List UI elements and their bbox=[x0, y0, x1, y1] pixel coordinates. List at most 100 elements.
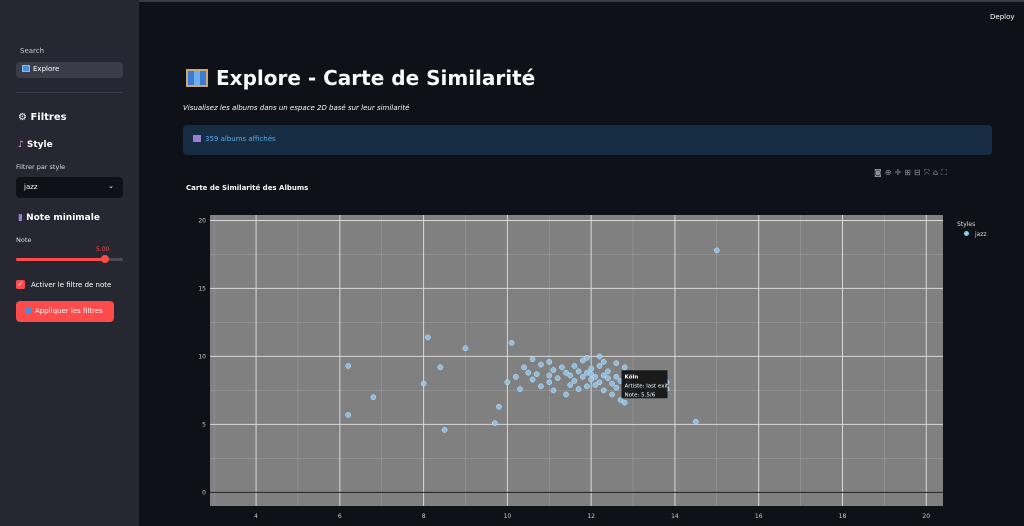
data-point bbox=[596, 379, 603, 386]
note-slider-handle[interactable] bbox=[100, 255, 109, 263]
data-point bbox=[617, 397, 624, 403]
zoom-in-icon[interactable]: ⊞ bbox=[904, 168, 914, 177]
data-point bbox=[579, 357, 586, 364]
data-point bbox=[575, 368, 582, 375]
tooltip-line: Köln bbox=[625, 374, 639, 380]
data-point bbox=[521, 364, 527, 371]
camera-icon[interactable]: ◙ bbox=[874, 168, 885, 177]
legend-label: jazz bbox=[975, 231, 987, 238]
y-tick-label: 15 bbox=[198, 285, 206, 292]
similarity-scatter-chart[interactable]: 4 6 8 10 12 14 16 18 20 0 5 10 15 20 Köln Artiste: last… bbox=[180, 200, 950, 520]
style-heading: ♪ Style bbox=[18, 140, 53, 150]
data-point bbox=[571, 363, 578, 369]
chart-toolbar: ◙⊕✛⊞⊟⤧⌂⛶ bbox=[874, 168, 950, 178]
bar-chart-icon bbox=[193, 135, 201, 142]
x-tick-label: 20 bbox=[922, 513, 930, 520]
data-point bbox=[609, 380, 615, 387]
y-tick-label: 20 bbox=[198, 217, 206, 224]
nav-item-explore[interactable]: Explore bbox=[16, 62, 123, 78]
data-point bbox=[693, 418, 699, 425]
apply-filters-label: Appliquer les filtres bbox=[35, 307, 103, 315]
gear-icon: ⚙ bbox=[18, 112, 27, 123]
data-point bbox=[605, 368, 611, 375]
data-point bbox=[529, 376, 536, 383]
chevron-down-icon: ⌄ bbox=[108, 182, 114, 190]
pan-icon[interactable]: ✛ bbox=[894, 168, 905, 177]
zoom-out-icon[interactable]: ⊟ bbox=[913, 168, 924, 177]
data-point bbox=[441, 427, 448, 433]
data-point bbox=[563, 369, 569, 376]
albums-count-text: 359 albums affichés bbox=[205, 135, 276, 143]
data-point bbox=[613, 360, 620, 367]
data-point bbox=[546, 372, 553, 379]
data-point bbox=[420, 380, 427, 387]
data-point bbox=[621, 399, 628, 406]
fullscreen-icon[interactable]: ⛶ bbox=[941, 168, 950, 177]
data-point bbox=[546, 359, 553, 365]
data-point bbox=[563, 391, 569, 398]
note-filter-checkbox-label: Activer le filtre de note bbox=[31, 281, 112, 289]
apply-filters-button[interactable]: Appliquer les filtres bbox=[16, 301, 114, 322]
data-point bbox=[546, 379, 553, 386]
data-point bbox=[345, 363, 352, 369]
data-point bbox=[575, 386, 582, 392]
note-filter-checkbox[interactable]: ✓ bbox=[16, 280, 25, 289]
page-title-text: Explore - Carte de Similarité bbox=[216, 66, 536, 90]
data-point bbox=[370, 394, 377, 401]
note-heading-text: Note minimale bbox=[26, 213, 100, 223]
data-point bbox=[588, 371, 595, 377]
tooltip-line: Artiste: last exit bbox=[625, 383, 669, 389]
deploy-button[interactable]: Deploy bbox=[990, 13, 1015, 21]
tooltip-box bbox=[621, 370, 668, 399]
note-slider-track[interactable] bbox=[16, 255, 123, 263]
refresh-icon bbox=[25, 307, 32, 314]
data-point bbox=[538, 361, 544, 368]
page-title: Explore - Carte de Similarité bbox=[186, 66, 535, 90]
note-slider-fill bbox=[16, 258, 105, 261]
x-tick-label: 10 bbox=[504, 513, 512, 520]
data-point bbox=[584, 354, 590, 361]
home-icon[interactable]: ⌂ bbox=[932, 168, 942, 177]
legend-title: Styles bbox=[957, 221, 976, 228]
data-point bbox=[554, 375, 561, 382]
map-icon bbox=[22, 65, 30, 72]
data-point bbox=[550, 387, 557, 394]
data-point bbox=[584, 383, 590, 390]
sidebar: Search Explore ⚙ Filtres ♪ Style Filtrer… bbox=[0, 0, 139, 526]
y-tick-label: 5 bbox=[202, 421, 206, 428]
data-point bbox=[462, 345, 469, 352]
data-point bbox=[437, 364, 444, 371]
zoom-icon[interactable]: ⊕ bbox=[884, 168, 895, 177]
data-point bbox=[613, 373, 620, 380]
data-point bbox=[550, 367, 557, 373]
data-point bbox=[613, 384, 620, 391]
data-point bbox=[512, 373, 519, 380]
x-tick-label: 8 bbox=[422, 513, 426, 520]
data-point bbox=[504, 379, 511, 386]
data-point bbox=[508, 339, 515, 346]
data-point bbox=[713, 247, 720, 254]
style-select[interactable]: jazz ⌄ bbox=[16, 177, 123, 198]
x-tick-label: 16 bbox=[755, 513, 763, 520]
plot-area bbox=[210, 215, 943, 506]
y-tick-label: 10 bbox=[198, 353, 206, 360]
legend-item-jazz[interactable]: jazz bbox=[964, 231, 987, 238]
data-point bbox=[621, 364, 628, 371]
data-point bbox=[567, 372, 574, 379]
y-tick-label: 0 bbox=[202, 489, 206, 496]
nav-link-search[interactable]: Search bbox=[20, 47, 45, 55]
data-point bbox=[596, 363, 603, 369]
data-point bbox=[538, 383, 544, 390]
data-point bbox=[567, 382, 574, 388]
data-point bbox=[605, 375, 611, 382]
x-tick-label: 14 bbox=[671, 513, 679, 520]
map-icon bbox=[186, 69, 208, 87]
data-point bbox=[600, 387, 607, 394]
autoscale-icon[interactable]: ⤧ bbox=[923, 168, 933, 177]
data-point bbox=[496, 403, 502, 410]
guitar-icon: ♪ bbox=[18, 140, 24, 150]
page-subtitle: Visualisez les albums dans un espace 2D … bbox=[183, 104, 410, 112]
style-select-value: jazz bbox=[24, 183, 38, 191]
data-point bbox=[609, 391, 615, 398]
data-point bbox=[533, 371, 540, 377]
